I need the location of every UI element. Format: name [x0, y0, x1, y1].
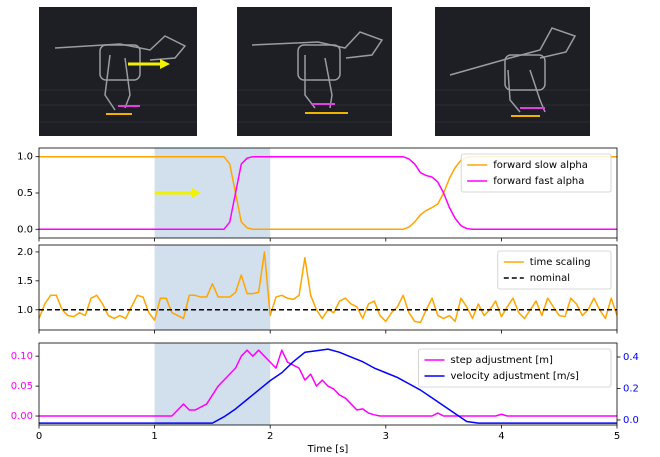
x-tick-label: 5: [614, 431, 620, 442]
highlight-region: [155, 245, 271, 330]
x-tick-label: 0: [36, 431, 42, 442]
legend-label: forward fast alpha: [493, 176, 584, 187]
snapshot: [39, 7, 197, 136]
y-tick-label: 1.0: [17, 305, 33, 316]
legend-label: step adjustment [m]: [451, 355, 554, 366]
x-tick-label: 3: [383, 431, 389, 442]
y2-tick-label: 0.4: [623, 352, 639, 363]
legend-label: time scaling: [530, 257, 591, 268]
y-tick-label: 0.05: [11, 381, 33, 392]
y-tick-label: 1.0: [17, 152, 33, 163]
figure: 0.0 0.5 1.0 forward slow alpha forward fast …: [0, 0, 660, 457]
x-tick-label: 2: [267, 431, 273, 442]
y-tick-label: 0.00: [11, 411, 33, 422]
y2-tick-label: 0.2: [623, 383, 639, 394]
legend-label: nominal: [530, 273, 570, 284]
x-tick-label: 4: [498, 431, 504, 442]
y2-tick-label: 0.0: [623, 415, 639, 426]
x-axis-label: Time [s]: [307, 444, 349, 455]
legend-label: forward slow alpha: [493, 160, 588, 171]
x-tick-label: 1: [151, 431, 157, 442]
snapshot: [237, 7, 392, 136]
y-tick-label: 0.10: [11, 351, 33, 362]
y-tick-label: 0.0: [17, 224, 33, 235]
legend-label: velocity adjustment [m/s]: [451, 371, 580, 382]
y-tick-label: 2.0: [17, 247, 33, 258]
snapshots: [39, 7, 590, 136]
y-tick-label: 0.5: [17, 188, 33, 199]
y-tick-label: 1.5: [17, 276, 33, 287]
